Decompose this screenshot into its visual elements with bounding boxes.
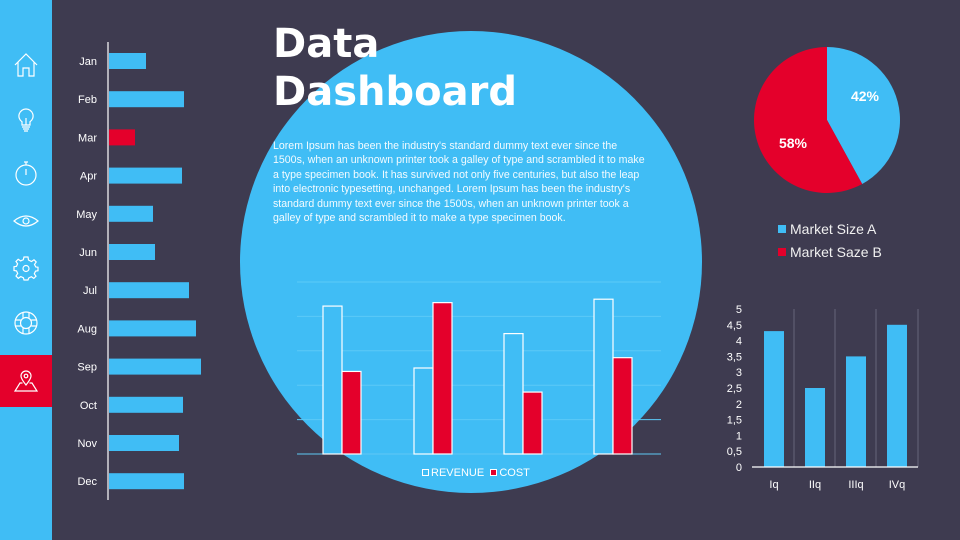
month-bar — [109, 167, 182, 184]
y-tick-label: 1 — [736, 430, 742, 442]
y-tick-label: 3 — [736, 367, 742, 379]
description-text: Lorem Ipsum has been the industry's stan… — [273, 140, 645, 225]
legend-swatch-a — [778, 225, 786, 233]
month-label: Sep — [77, 362, 97, 374]
pie-slice — [754, 47, 863, 193]
cost-bar — [341, 370, 362, 455]
y-tick-label: 1,5 — [727, 415, 742, 427]
lifebuoy-icon — [14, 311, 38, 335]
month-bar — [109, 396, 183, 413]
pie-data-label: 58% — [779, 135, 808, 151]
quarter-bar — [846, 356, 866, 467]
page-title: Data Dashboard — [273, 20, 517, 116]
month-bar — [109, 91, 184, 108]
title-line-1: Data — [273, 21, 380, 67]
y-tick-label: 0,5 — [727, 446, 742, 458]
sidebar-item-support[interactable] — [0, 297, 52, 349]
month-label: Jan — [79, 56, 97, 68]
month-label: Mar — [78, 132, 97, 144]
sidebar — [0, 0, 52, 540]
x-tick-label: IVq — [889, 479, 906, 491]
month-bar — [109, 358, 201, 375]
month-label: Jul — [83, 285, 97, 297]
revenue-bar — [503, 333, 524, 455]
month-label: Oct — [80, 400, 97, 412]
month-label: Nov — [77, 438, 97, 450]
revenue-bar — [413, 367, 434, 455]
legend-swatch-cost — [490, 469, 498, 476]
cost-bar — [432, 302, 453, 455]
legend-item-market-a: Market Size A — [778, 218, 882, 241]
eye-icon — [13, 215, 39, 227]
legend-label-revenue: REVENUE — [431, 467, 485, 479]
sidebar-item-ideas[interactable] — [0, 94, 52, 146]
month-bar — [109, 53, 146, 69]
legend-label-cost: COST — [499, 467, 530, 479]
month-bar — [109, 244, 155, 260]
legend-swatch-b — [778, 248, 786, 256]
cost-bar — [522, 391, 543, 455]
quarter-bar — [764, 331, 784, 467]
y-tick-label: 5 — [736, 304, 742, 316]
month-bar — [109, 473, 184, 490]
sidebar-item-location[interactable] — [0, 355, 52, 407]
y-tick-label: 0 — [736, 462, 742, 474]
pie-data-label: 42% — [851, 88, 880, 104]
legend-label-b: Market Saze B — [790, 244, 882, 260]
sidebar-item-timer[interactable] — [0, 147, 52, 199]
sidebar-item-view[interactable] — [0, 195, 52, 247]
stopwatch-icon — [15, 161, 37, 186]
revenue-cost-legend: REVENUE COST — [422, 467, 530, 479]
y-tick-label: 2,5 — [727, 383, 742, 395]
x-tick-label: Iq — [769, 479, 778, 491]
y-tick-label: 4 — [736, 336, 742, 348]
month-bar — [109, 435, 179, 451]
legend-item-market-b: Market Saze B — [778, 241, 882, 264]
month-label: Feb — [78, 94, 97, 106]
y-tick-label: 4,5 — [727, 320, 742, 332]
lightbulb-icon — [18, 108, 34, 132]
month-label: May — [76, 209, 97, 221]
month-bar — [109, 129, 135, 146]
pie-slice — [827, 47, 901, 184]
month-label: Aug — [77, 323, 97, 335]
cost-bar — [612, 357, 633, 455]
month-label: Jun — [79, 247, 97, 259]
quarter-bar — [887, 324, 907, 467]
gear-icon — [13, 256, 39, 281]
map-pin-icon — [13, 370, 39, 392]
y-tick-label: 3,5 — [727, 351, 742, 363]
title-line-2: Dashboard — [273, 69, 517, 115]
revenue-bar — [593, 298, 614, 455]
month-label: Apr — [80, 171, 97, 183]
month-bar — [109, 205, 153, 222]
legend-label-a: Market Size A — [790, 221, 877, 237]
month-label: Dec — [77, 476, 97, 488]
legend-swatch-revenue — [422, 469, 429, 476]
month-bar — [109, 320, 196, 337]
sidebar-item-home[interactable] — [0, 39, 52, 91]
x-tick-label: IIIq — [848, 479, 863, 491]
home-icon — [14, 53, 38, 77]
quarter-bar — [805, 388, 825, 467]
month-bar — [109, 282, 189, 299]
x-tick-label: IIq — [809, 479, 821, 491]
pie-legend: Market Size A Market Saze B — [778, 218, 882, 264]
revenue-bar — [322, 305, 343, 455]
y-tick-label: 2 — [736, 399, 742, 411]
sidebar-item-settings[interactable] — [0, 242, 52, 294]
